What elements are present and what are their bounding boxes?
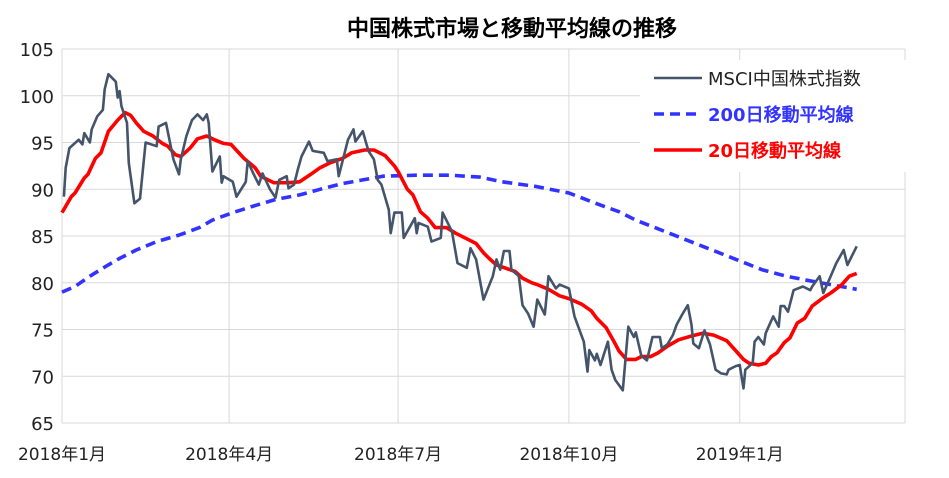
legend-label: 200日移動平均線 — [708, 104, 854, 126]
x-tick-label: 2019年1月 — [696, 445, 784, 465]
series-line-msci-china — [62, 72, 858, 392]
gridlines — [61, 48, 906, 424]
x-tick-label: 2018年7月 — [354, 445, 442, 465]
y-tick-label: 90 — [31, 180, 54, 201]
series-lines — [60, 72, 858, 392]
x-tick-label: 2018年1月 — [18, 445, 106, 465]
y-tick-label: 85 — [31, 227, 54, 248]
y-tick-label: 70 — [31, 367, 54, 388]
legend-label: MSCI中国株式指数 — [708, 69, 861, 90]
y-tick-label: 75 — [31, 321, 54, 342]
series-line-ma-200 — [61, 173, 858, 294]
y-tick-label: 65 — [31, 414, 54, 435]
y-tick-label: 95 — [31, 134, 54, 155]
y-axis: 65 70 75 80 85 90 95 100 105 — [20, 40, 54, 435]
x-tick-label: 2018年10月 — [519, 445, 618, 465]
y-tick-label: 80 — [31, 274, 54, 295]
chart-title: 中国株式市場と移動平均線の推移 — [347, 16, 677, 42]
y-tick-label: 100 — [20, 87, 54, 108]
y-tick-label: 105 — [20, 40, 54, 61]
legend-label: 20日移動平均線 — [708, 140, 841, 162]
x-tick-label: 2018年4月 — [185, 445, 273, 465]
legend: MSCI中国株式指数 200日移動平均線 20日移動平均線 — [640, 60, 908, 172]
x-axis: 2018年1月 2018年4月 2018年7月 2018年10月 2019年1月 — [18, 445, 784, 465]
